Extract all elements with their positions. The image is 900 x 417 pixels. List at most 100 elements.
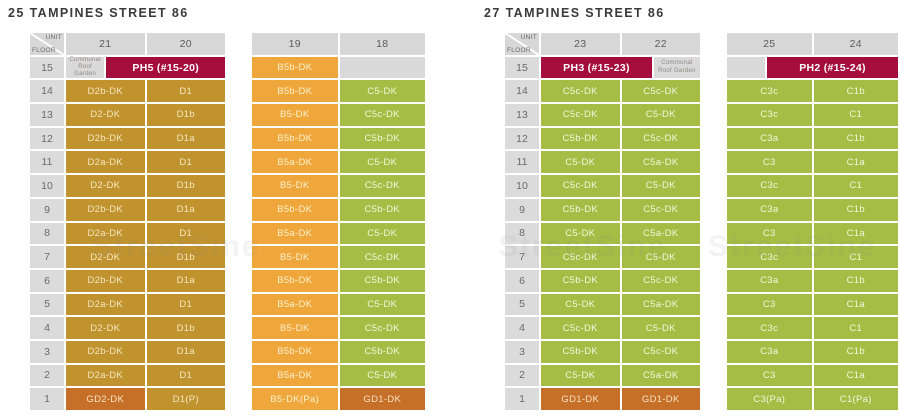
- floor-row: 7 D2-DK D1b: [30, 246, 225, 268]
- stack-header-cells: 23 22: [541, 33, 700, 55]
- unit-cell: D2b-DK: [66, 80, 145, 103]
- floor-unit-cells: B5-DK C5c-DK: [252, 246, 425, 268]
- unit-cell: C1: [813, 246, 898, 268]
- unit-cell: D1b: [146, 175, 225, 197]
- floor-row: 14 C5c-DK C5c-DK: [505, 80, 700, 103]
- unit-cell: D1(P): [146, 388, 225, 410]
- stack-number-header: 20: [146, 33, 225, 55]
- unit-cell: C5c-DK: [621, 80, 700, 103]
- unit-cell: C5c-DK: [541, 246, 620, 268]
- unit-cell: D2b-DK: [66, 340, 145, 363]
- stack-table-21-20: UNIT FLOOR 21 20 15 Communal Roof Garden PH5 (…: [30, 33, 225, 410]
- corner-unit-label: UNIT: [45, 34, 62, 41]
- floor-row: 5 D2a-DK D1: [30, 293, 225, 316]
- unit-cell: B5b-DK: [252, 340, 338, 363]
- floor-row: B5-DK C5c-DK: [252, 104, 425, 126]
- floor-number: 2: [30, 364, 64, 387]
- floor-row: C3c C1: [727, 246, 898, 268]
- unit-cell: C3c: [727, 80, 812, 103]
- corner-floor-label: FLOOR: [32, 46, 56, 54]
- floor-unit-cells: GD1-DK GD1-DK: [541, 388, 700, 410]
- floor-row: 13 D2-DK D1b: [30, 104, 225, 126]
- penthouse-cell: PH3 (#15-23): [541, 56, 652, 79]
- floor-unit-cells: C3c C1b: [727, 80, 898, 103]
- floor-row: B5a-DK C5-DK: [252, 364, 425, 387]
- unit-cell: C3a: [727, 340, 812, 363]
- stack-number-header: 22: [621, 33, 700, 55]
- floor-row: B5-DK(Pa) GD1-DK: [252, 388, 425, 410]
- floor-number: 7: [505, 246, 539, 268]
- unit-cell: C3a: [727, 198, 812, 221]
- unit-cell: D2b-DK: [66, 269, 145, 292]
- ground-floor-unit-cell: GD1-DK: [339, 388, 425, 410]
- floor-row: 2 C5-DK C5a-DK: [505, 364, 700, 387]
- unit-cell: D1b: [146, 104, 225, 126]
- stack-header-cells: 19 18: [252, 33, 425, 55]
- unit-cell: C5a-DK: [621, 364, 700, 387]
- floor-unit-cells: C3a C1b: [727, 340, 898, 363]
- floor-row: B5b-DK C5b-DK: [252, 340, 425, 363]
- corner-unit-label: UNIT: [520, 34, 537, 41]
- unit-cell: C5b-DK: [541, 269, 620, 292]
- floor-unit-cells: B5a-DK C5-DK: [252, 293, 425, 316]
- ground-floor-unit-cell: GD1-DK: [621, 388, 700, 410]
- unit-cell: C5c-DK: [541, 80, 620, 103]
- unit-cell: C5a-DK: [621, 151, 700, 174]
- floor-number: 6: [505, 269, 539, 292]
- floor-unit-cells: C5b-DK C5c-DK: [541, 127, 700, 150]
- floor-unit-cells: D2b-DK D1: [66, 80, 225, 103]
- floor-unit-cells: B5-DK C5c-DK: [252, 104, 425, 126]
- unit-cell: C5-DK: [339, 80, 425, 103]
- floor-row: B5a-DK C5-DK: [252, 222, 425, 245]
- unit-cell: C1: [813, 317, 898, 339]
- floor-unit-cells: C5c-DK C5-DK: [541, 104, 700, 126]
- unit-cell: D2-DK: [66, 246, 145, 268]
- floor-row: C3 C1a: [727, 364, 898, 387]
- floor-row: C3 C1a: [727, 222, 898, 245]
- floor-unit-cells: C5-DK C5a-DK: [541, 222, 700, 245]
- unit-cell: D1a: [146, 269, 225, 292]
- floor-unit-cells: B5a-DK C5-DK: [252, 364, 425, 387]
- unit-cell: C5c-DK: [339, 246, 425, 268]
- floor-row: 9 D2b-DK D1a: [30, 198, 225, 221]
- floor-row: 1 GD1-DK GD1-DK: [505, 388, 700, 410]
- unit-cell: D2a-DK: [66, 222, 145, 245]
- unit-cell: D2-DK: [66, 175, 145, 197]
- floor-row: C3c C1: [727, 104, 898, 126]
- unit-cell: C5-DK: [541, 222, 620, 245]
- unit-cell: C5c-DK: [339, 104, 425, 126]
- floor-number: 2: [505, 364, 539, 387]
- unit-cell: C1b: [813, 269, 898, 292]
- unit-cell: C3a: [727, 127, 812, 150]
- floor-unit-cells: Communal Roof Garden PH5 (#15-20): [66, 56, 225, 79]
- floor-unit-cells: C3a C1b: [727, 198, 898, 221]
- floor-row: 6 C5b-DK C5c-DK: [505, 269, 700, 292]
- unit-cell: B5b-DK: [252, 56, 338, 79]
- unit-cell: D1b: [146, 246, 225, 268]
- unit-cell: C5c-DK: [541, 175, 620, 197]
- floor-number: 10: [30, 175, 64, 197]
- floor-number: 15: [505, 56, 539, 79]
- floor-unit-cells: C5b-DK C5c-DK: [541, 198, 700, 221]
- floor-unit-cells: C3a C1b: [727, 127, 898, 150]
- unit-cell: D1a: [146, 198, 225, 221]
- floor-number: 3: [505, 340, 539, 363]
- floor-unit-cells: B5b-DK C5b-DK: [252, 127, 425, 150]
- empty-cell: [727, 56, 766, 79]
- unit-cell: D2-DK: [66, 104, 145, 126]
- floor-unit-cells: C5c-DK C5c-DK: [541, 80, 700, 103]
- building-title-25: 25 TAMPINES STREET 86: [8, 6, 189, 20]
- stack-number-header: 25: [727, 33, 812, 55]
- communal-roof-garden-cell: Communal Roof Garden: [653, 56, 700, 79]
- floor-row: 10 D2-DK D1b: [30, 175, 225, 197]
- floor-number: 4: [30, 317, 64, 339]
- unit-cell: D1: [146, 222, 225, 245]
- floor-row: 8 D2a-DK D1: [30, 222, 225, 245]
- floor-row: B5-DK C5c-DK: [252, 317, 425, 339]
- floor-unit-cells: C5b-DK C5c-DK: [541, 269, 700, 292]
- unit-cell: D2-DK: [66, 317, 145, 339]
- stack-header-cells: 21 20: [66, 33, 225, 55]
- floor-unit-cells: C5c-DK C5-DK: [541, 246, 700, 268]
- floor-number: 3: [30, 340, 64, 363]
- floor-row: C3a C1b: [727, 127, 898, 150]
